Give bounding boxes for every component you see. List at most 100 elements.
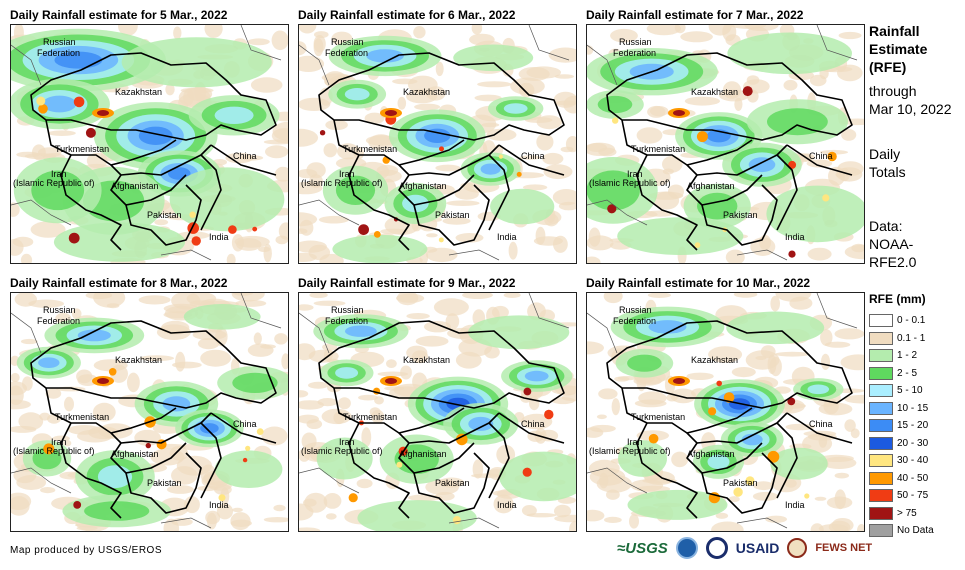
legend-swatch — [869, 506, 893, 520]
panel-title-3: Daily Rainfall estimate for 7 Mar., 2022 — [586, 8, 804, 22]
legend-swatch — [869, 436, 893, 450]
rainfall-map-5: Russian Federation Kazakhstan Turkmenistan C… — [298, 292, 577, 532]
country-label: Turkmenistan — [343, 412, 397, 422]
legend-item: No Data — [869, 522, 934, 540]
country-label: Pakistan — [723, 478, 758, 488]
country-label: Russian — [619, 305, 652, 315]
country-label: Afghanistan — [399, 449, 447, 459]
country-label: Afghanistan — [687, 449, 735, 459]
legend-label: 5 - 10 — [897, 385, 923, 397]
rainfall-map-1: Russian Federation Kazakhstan Turkmenistan C… — [10, 24, 289, 264]
legend-item: 10 - 15 — [869, 400, 934, 418]
legend-label: 20 - 30 — [897, 437, 929, 449]
legend-label: 30 - 40 — [897, 455, 929, 467]
country-label: Federation — [325, 316, 368, 326]
country-label: Federation — [325, 48, 368, 58]
country-label: Russian — [331, 305, 364, 315]
country-label: (Islamic Republic of) — [589, 178, 671, 188]
country-label: Iran — [627, 169, 643, 179]
legend-label: 2 - 5 — [897, 367, 918, 379]
country-label: Iran — [51, 437, 67, 447]
country-label: China — [809, 151, 833, 161]
through-text: through Mar 10, 2022 — [869, 82, 952, 118]
country-label: Afghanistan — [111, 449, 159, 459]
country-label: Turkmenistan — [631, 144, 685, 154]
legend-swatch — [869, 349, 893, 363]
country-label: (Islamic Republic of) — [589, 446, 671, 456]
legend: 0 - 0.1 0.1 - 1 1 - 2 2 - 5 5 - 10 10 - 15 15 … — [869, 312, 934, 540]
country-label: Afghanistan — [111, 181, 159, 191]
side-title-line1: Rainfall — [869, 23, 920, 39]
legend-swatch — [869, 314, 893, 328]
panel-title-5: Daily Rainfall estimate for 9 Mar., 2022 — [298, 276, 516, 290]
country-label: Pakistan — [147, 478, 182, 488]
legend-label: 10 - 15 — [897, 402, 929, 414]
legend-label: No Data — [897, 525, 934, 537]
country-label: Iran — [627, 437, 643, 447]
map-credit: Map produced by USGS/EROS — [10, 545, 163, 556]
rainfall-map-3: Russian Federation Kazakhstan Turkmenistan C… — [586, 24, 865, 264]
country-label: Russian — [331, 37, 364, 47]
through-line1: through — [869, 83, 917, 99]
country-label: Russian — [43, 305, 76, 315]
data-line2: NOAA- — [869, 236, 914, 252]
country-label: Pakistan — [435, 478, 470, 488]
legend-item: 15 - 20 — [869, 417, 934, 435]
usaid-logo: USAID — [735, 540, 780, 556]
country-label: Kazakhstan — [403, 355, 450, 365]
daily-line2: Totals — [869, 164, 906, 180]
daily-totals-text: Daily Totals — [869, 145, 906, 181]
country-label: (Islamic Republic of) — [301, 178, 383, 188]
data-line3: RFE2.0 — [869, 254, 917, 270]
country-label: India — [209, 232, 229, 242]
legend-swatch — [869, 401, 893, 415]
country-label: India — [209, 500, 229, 510]
legend-swatch — [869, 331, 893, 345]
legend-label: 15 - 20 — [897, 420, 929, 432]
country-label: Turkmenistan — [631, 412, 685, 422]
legend-swatch — [869, 489, 893, 503]
country-label: (Islamic Republic of) — [13, 178, 95, 188]
noaa-logo-icon — [675, 537, 698, 559]
country-label: Russian — [43, 37, 76, 47]
country-label: China — [809, 419, 833, 429]
legend-label: 50 - 75 — [897, 490, 929, 502]
legend-item: 20 - 30 — [869, 435, 934, 453]
country-label: Afghanistan — [687, 181, 735, 191]
legend-item: 30 - 40 — [869, 452, 934, 470]
panel-title-6: Daily Rainfall estimate for 10 Mar., 202… — [586, 276, 811, 290]
country-label: Federation — [613, 48, 656, 58]
country-label: Kazakhstan — [691, 87, 738, 97]
legend-swatch — [869, 524, 893, 538]
legend-item: 50 - 75 — [869, 487, 934, 505]
country-label: Federation — [613, 316, 656, 326]
side-title-line3: (RFE) — [869, 59, 907, 75]
data-source-text: Data: NOAA- RFE2.0 — [869, 217, 916, 271]
country-label: China — [521, 419, 545, 429]
legend-swatch — [869, 419, 893, 433]
country-label: Federation — [37, 316, 80, 326]
country-label: India — [785, 232, 805, 242]
country-label: Turkmenistan — [343, 144, 397, 154]
legend-item: > 75 — [869, 505, 934, 523]
country-label: Kazakhstan — [691, 355, 738, 365]
country-label: Russian — [619, 37, 652, 47]
country-label: Pakistan — [435, 210, 470, 220]
legend-title: RFE (mm) — [869, 292, 926, 306]
country-label: India — [785, 500, 805, 510]
logos: ≈USGS USAID FEWS NET — [617, 537, 872, 559]
legend-item: 0.1 - 1 — [869, 330, 934, 348]
fews-net-globe-icon — [787, 538, 808, 558]
legend-swatch — [869, 471, 893, 485]
rainfall-map-4: Russian Federation Kazakhstan Turkmenistan C… — [10, 292, 289, 532]
country-label: Pakistan — [147, 210, 182, 220]
country-label: Turkmenistan — [55, 412, 109, 422]
legend-label: 1 - 2 — [897, 350, 918, 362]
data-line1: Data: — [869, 218, 903, 234]
rainfall-map-2: Russian Federation Kazakhstan Turkmenistan C… — [298, 24, 577, 264]
country-label: Federation — [37, 48, 80, 58]
